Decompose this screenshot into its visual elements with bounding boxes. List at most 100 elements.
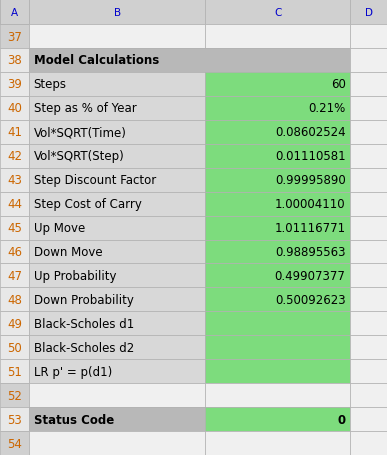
Bar (29, 240, 205, 264)
Text: Vol*SQRT(Step): Vol*SQRT(Step) (34, 150, 124, 163)
Bar (29, 312, 205, 336)
Text: B: B (113, 8, 121, 17)
Bar (29, 336, 205, 359)
Text: Status Code: Status Code (34, 413, 114, 426)
Text: 0.49907377: 0.49907377 (275, 269, 346, 283)
Bar (0, 264, 29, 288)
Bar (0, 145, 29, 168)
Bar (29, 383, 205, 407)
Bar (350, 0, 387, 25)
Bar (205, 168, 350, 192)
Bar (350, 312, 387, 336)
Bar (350, 359, 387, 383)
Text: LR p' = p(d1): LR p' = p(d1) (34, 365, 112, 378)
Bar (350, 121, 387, 145)
Bar (0, 49, 29, 73)
Bar (29, 168, 205, 192)
Text: 50: 50 (7, 341, 22, 354)
Bar (350, 383, 387, 407)
Bar (29, 288, 205, 312)
Text: Model Calculations: Model Calculations (34, 54, 159, 67)
Bar (29, 407, 205, 431)
Bar (350, 336, 387, 359)
Bar (29, 25, 205, 49)
Bar (0, 312, 29, 336)
Bar (29, 431, 205, 455)
Bar (0, 383, 29, 407)
Bar (205, 407, 350, 431)
Text: 49: 49 (7, 317, 22, 330)
Text: 40: 40 (7, 102, 22, 115)
Bar (350, 240, 387, 264)
Bar (350, 407, 387, 431)
Text: 43: 43 (7, 174, 22, 187)
Text: Down Probability: Down Probability (34, 293, 134, 306)
Text: D: D (365, 8, 373, 17)
Bar (0, 407, 29, 431)
Text: 0.08602524: 0.08602524 (275, 126, 346, 139)
Text: A: A (11, 8, 18, 17)
Bar (205, 336, 350, 359)
Text: 0.98895563: 0.98895563 (275, 245, 346, 258)
Bar (350, 288, 387, 312)
Text: 0: 0 (337, 413, 346, 426)
Bar (0, 216, 29, 240)
Text: 46: 46 (7, 245, 22, 258)
Bar (205, 145, 350, 168)
Bar (205, 264, 350, 288)
Text: 44: 44 (7, 197, 22, 211)
Bar (350, 168, 387, 192)
Bar (29, 216, 205, 240)
Bar (0, 73, 29, 96)
Bar (205, 216, 350, 240)
Bar (0, 0, 29, 25)
Bar (205, 25, 350, 49)
Bar (0, 431, 29, 455)
Bar (0, 336, 29, 359)
Bar (0, 168, 29, 192)
Text: 53: 53 (7, 413, 22, 426)
Bar (0, 240, 29, 264)
Text: 54: 54 (7, 436, 22, 450)
Bar (0, 96, 29, 121)
Bar (205, 312, 350, 336)
Bar (205, 359, 350, 383)
Text: 0.21%: 0.21% (308, 102, 346, 115)
Text: 39: 39 (7, 78, 22, 91)
Text: Step Cost of Carry: Step Cost of Carry (34, 197, 142, 211)
Bar (350, 96, 387, 121)
Text: 1.01116771: 1.01116771 (274, 222, 346, 235)
Text: 1.00004110: 1.00004110 (275, 197, 346, 211)
Text: 48: 48 (7, 293, 22, 306)
Text: Vol*SQRT(Time): Vol*SQRT(Time) (34, 126, 127, 139)
Bar (350, 49, 387, 73)
Text: Step as % of Year: Step as % of Year (34, 102, 137, 115)
Bar (29, 121, 205, 145)
Bar (205, 431, 350, 455)
Bar (205, 96, 350, 121)
Text: 42: 42 (7, 150, 22, 163)
Bar (350, 264, 387, 288)
Bar (350, 216, 387, 240)
Bar (0, 288, 29, 312)
Bar (205, 192, 350, 216)
Bar (0, 192, 29, 216)
Bar (205, 0, 350, 25)
Bar (205, 383, 350, 407)
Bar (0, 25, 29, 49)
Text: 45: 45 (7, 222, 22, 235)
Text: 0.99995890: 0.99995890 (275, 174, 346, 187)
Bar (205, 73, 350, 96)
Bar (29, 73, 205, 96)
Bar (0, 121, 29, 145)
Bar (205, 121, 350, 145)
Text: Down Move: Down Move (34, 245, 102, 258)
Bar (29, 359, 205, 383)
Text: Up Probability: Up Probability (34, 269, 116, 283)
Text: Black-Scholes d2: Black-Scholes d2 (34, 341, 134, 354)
Bar (350, 145, 387, 168)
Bar (205, 288, 350, 312)
Bar (29, 192, 205, 216)
Bar (29, 264, 205, 288)
Text: 0.50092623: 0.50092623 (275, 293, 346, 306)
